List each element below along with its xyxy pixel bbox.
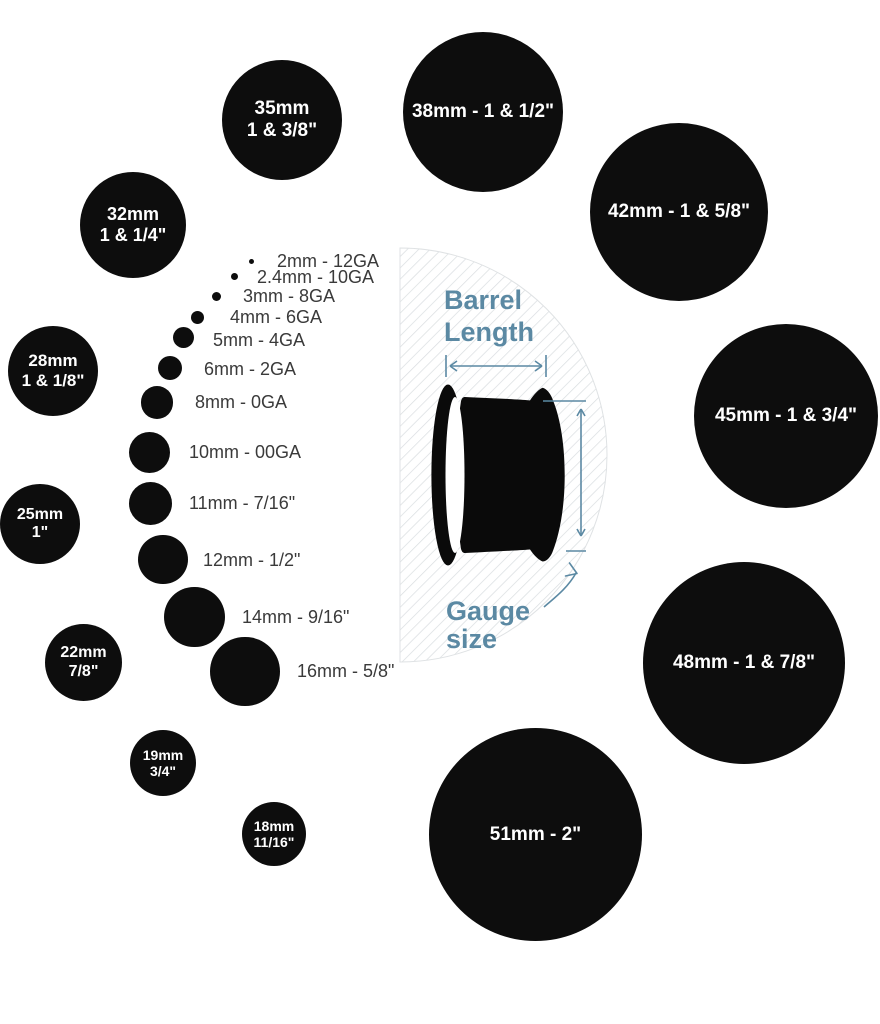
svg-text:Gauge: Gauge [446, 596, 530, 626]
svg-text:Barrel: Barrel [444, 285, 522, 315]
svg-text:Length: Length [444, 317, 534, 347]
svg-text:size: size [446, 624, 497, 654]
